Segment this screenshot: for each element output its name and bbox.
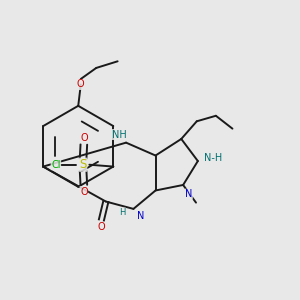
Text: H: H — [119, 208, 126, 217]
Text: N-H: N-H — [204, 153, 222, 163]
Text: N: N — [137, 211, 145, 220]
Text: O: O — [98, 222, 105, 232]
Text: Cl: Cl — [51, 160, 61, 170]
Text: O: O — [80, 133, 88, 143]
Text: O: O — [80, 187, 88, 196]
Text: N: N — [185, 189, 192, 199]
Text: O: O — [77, 80, 85, 89]
Text: NH: NH — [112, 130, 127, 140]
Text: S: S — [80, 158, 87, 171]
